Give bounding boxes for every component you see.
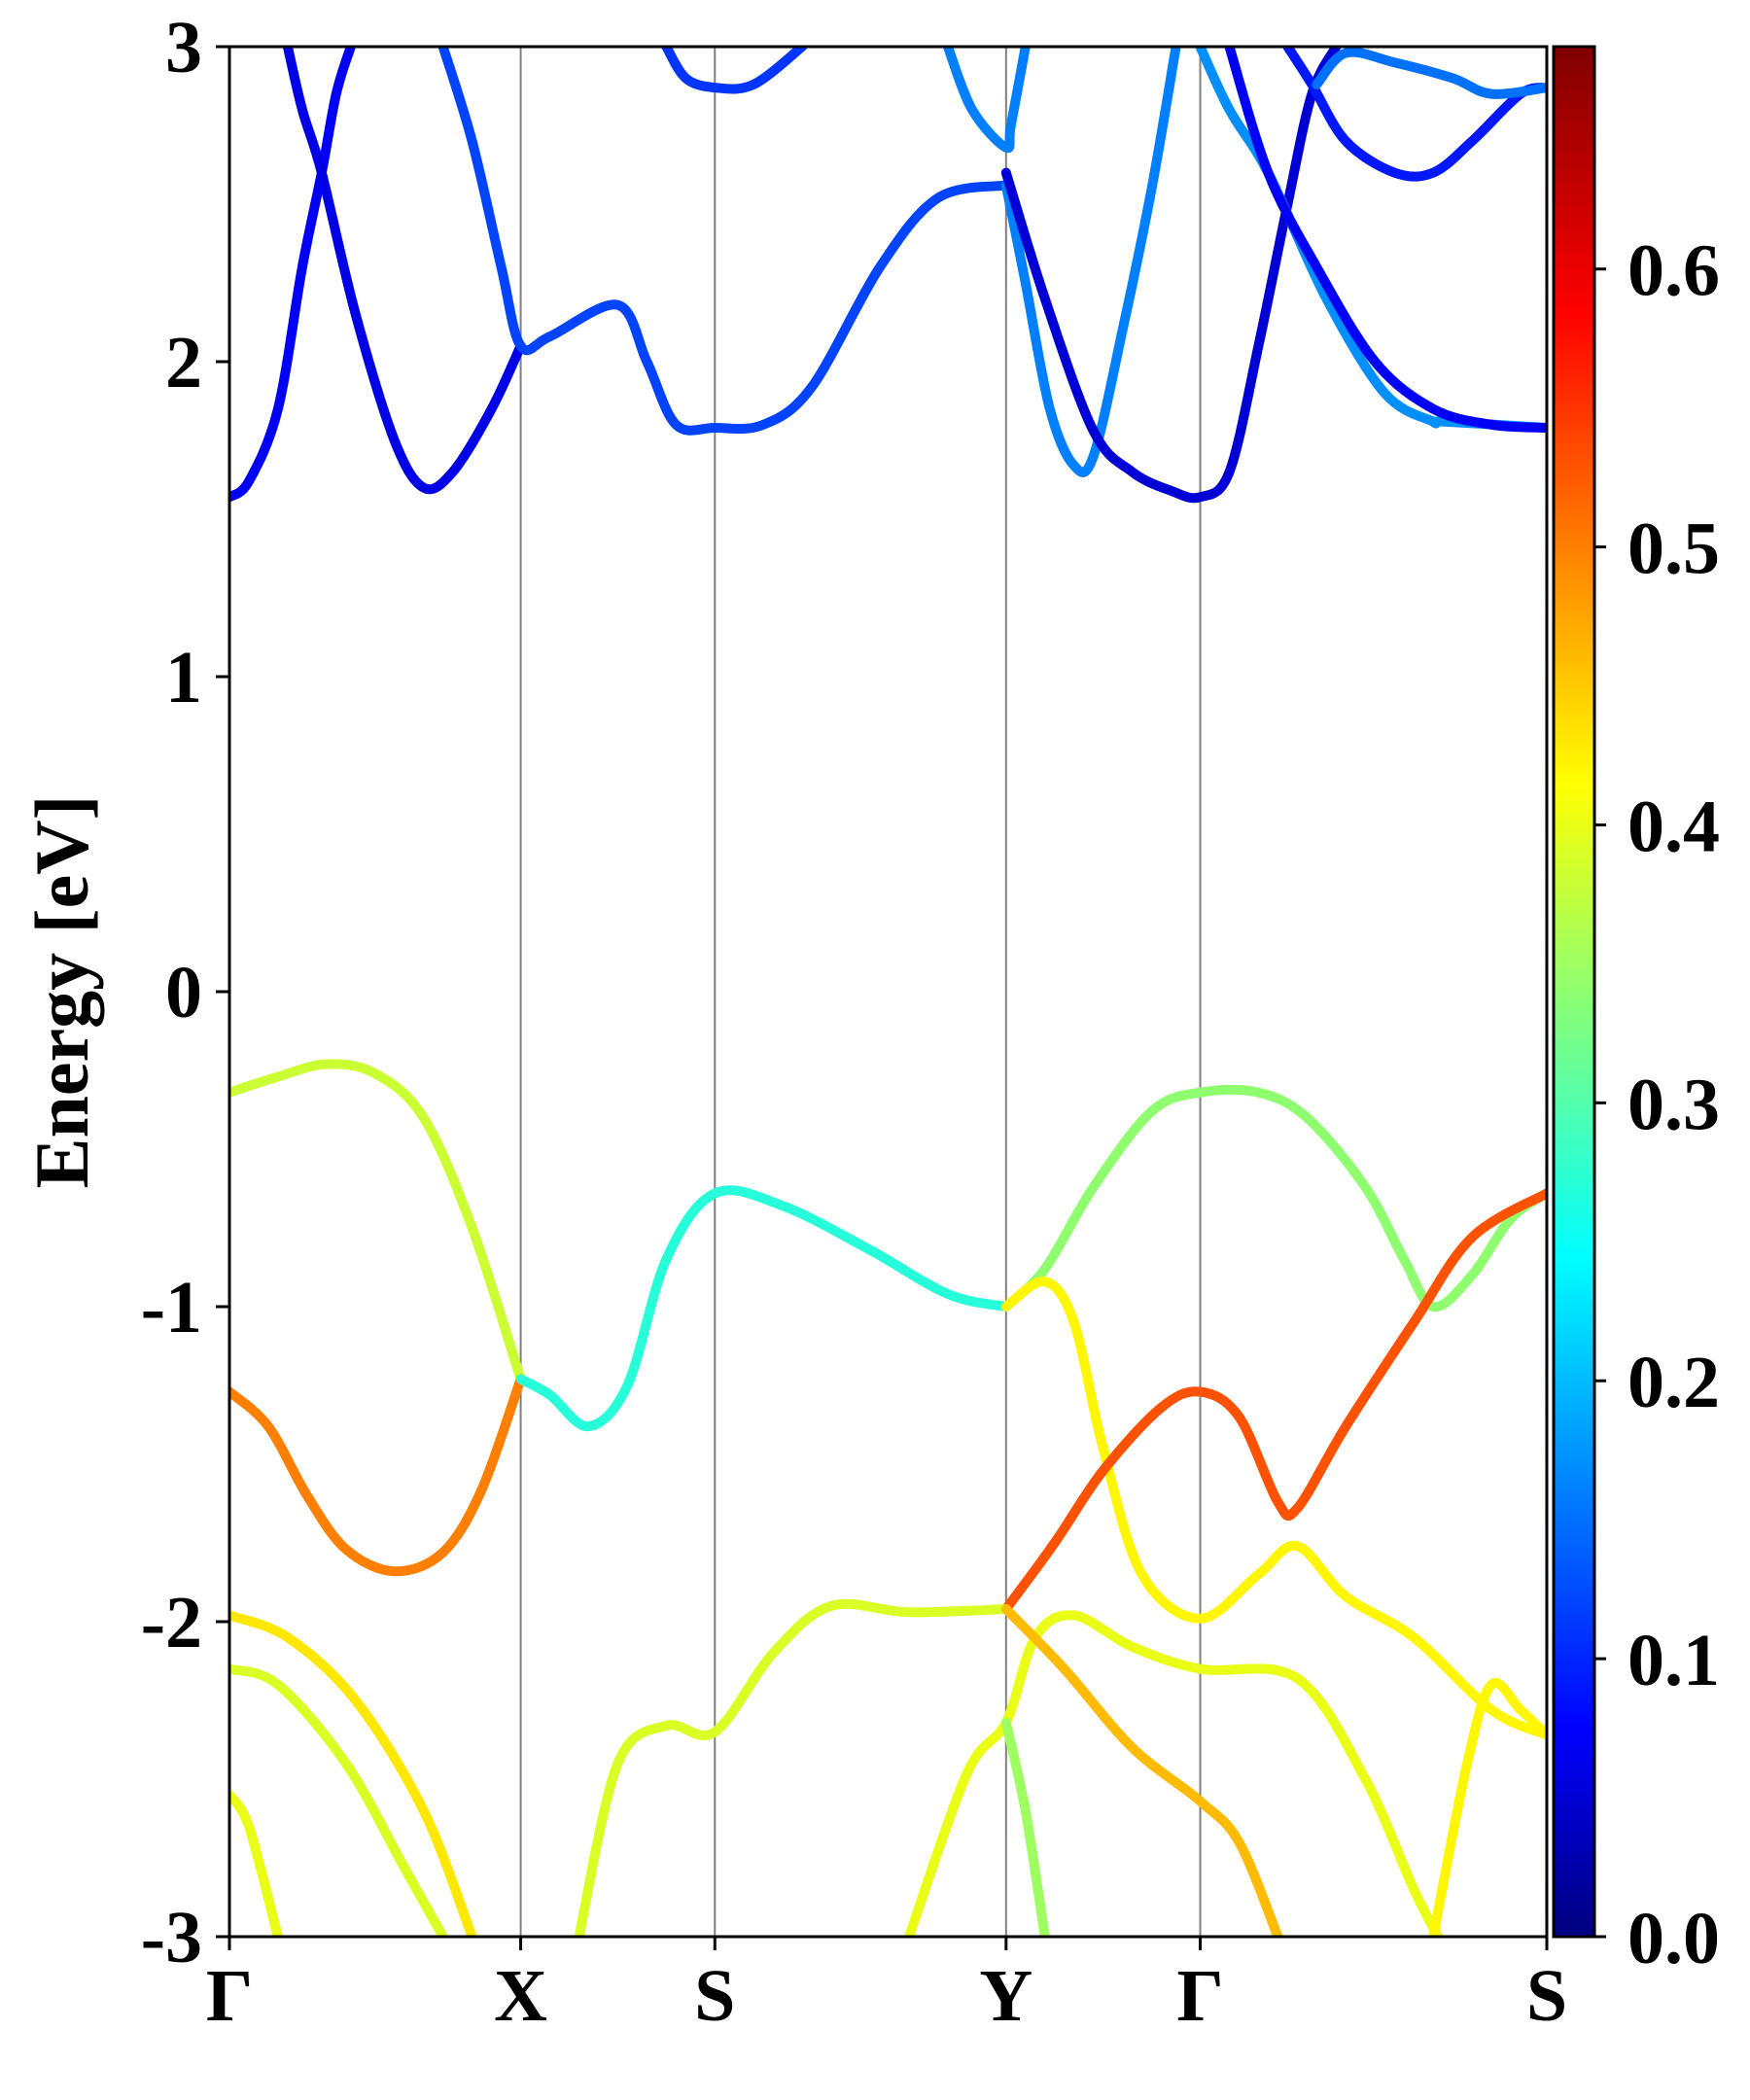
band-line	[229, 1610, 477, 1937]
y-tick-label: -2	[141, 1582, 202, 1663]
band-line	[1312, 47, 1547, 99]
band-line	[438, 47, 1011, 436]
band-line	[229, 1374, 526, 1577]
y-tick-label: 2	[165, 322, 202, 403]
y-ticks: -3 -2 -1 0 1 2 3	[141, 7, 229, 1978]
colorbar	[1552, 45, 1596, 1939]
band-line	[1224, 47, 1547, 433]
band-line	[1000, 47, 1342, 504]
band-line	[1000, 1188, 1547, 1614]
band-line	[282, 47, 526, 495]
band-line	[1428, 1677, 1547, 1937]
band-line	[1000, 1084, 1547, 1312]
y-tick-label: 0	[165, 952, 202, 1033]
band-line	[1000, 47, 1181, 477]
band-line	[229, 1059, 526, 1384]
band-line	[229, 1790, 283, 1937]
band-line	[1000, 1717, 1050, 1937]
band-line	[1195, 47, 1547, 433]
band-line	[1000, 1277, 1547, 1740]
colorbar-tick-label: 0.5	[1628, 508, 1720, 590]
band-line	[1282, 47, 1547, 182]
band-line	[229, 47, 356, 503]
y-tick-label: 1	[165, 637, 202, 718]
band-line	[515, 1185, 1011, 1432]
colorbar-tick-label: 0.2	[1628, 1342, 1720, 1423]
colorbar-tick-label: 0.0	[1628, 1898, 1720, 1979]
band-line	[229, 1663, 448, 1937]
colorbar-tick-label: 0.6	[1628, 230, 1720, 312]
y-tick-label: 3	[165, 7, 202, 88]
kpoint-label: X	[494, 1955, 547, 2037]
band-line	[942, 47, 1031, 154]
kpoint-label: Γ	[1176, 1955, 1223, 2037]
band-line	[1000, 1604, 1283, 1937]
kpoint-label: S	[1526, 1955, 1567, 2037]
colorbar-tick-label: 0.1	[1628, 1620, 1720, 1701]
colorbar-tick-label: 0.4	[1628, 786, 1720, 867]
band-line	[904, 1610, 1444, 1937]
y-axis-title: Energy [eV]	[19, 794, 104, 1188]
kpoint-label: S	[694, 1955, 735, 2037]
kpath-lines	[519, 47, 1202, 1937]
kpoint-label: Γ	[206, 1955, 253, 2037]
y-tick-label: -3	[141, 1897, 202, 1978]
band-line	[661, 47, 808, 94]
bands	[229, 47, 1547, 1937]
colorbar-ticks: 0.0 0.1 0.2 0.3 0.4 0.5 0.6	[1594, 230, 1720, 1979]
colorbar-tick-label: 0.3	[1628, 1064, 1720, 1145]
kpoint-label: Y	[979, 1955, 1032, 2037]
band-line	[574, 1598, 1011, 1937]
y-tick-label: -1	[141, 1267, 202, 1348]
